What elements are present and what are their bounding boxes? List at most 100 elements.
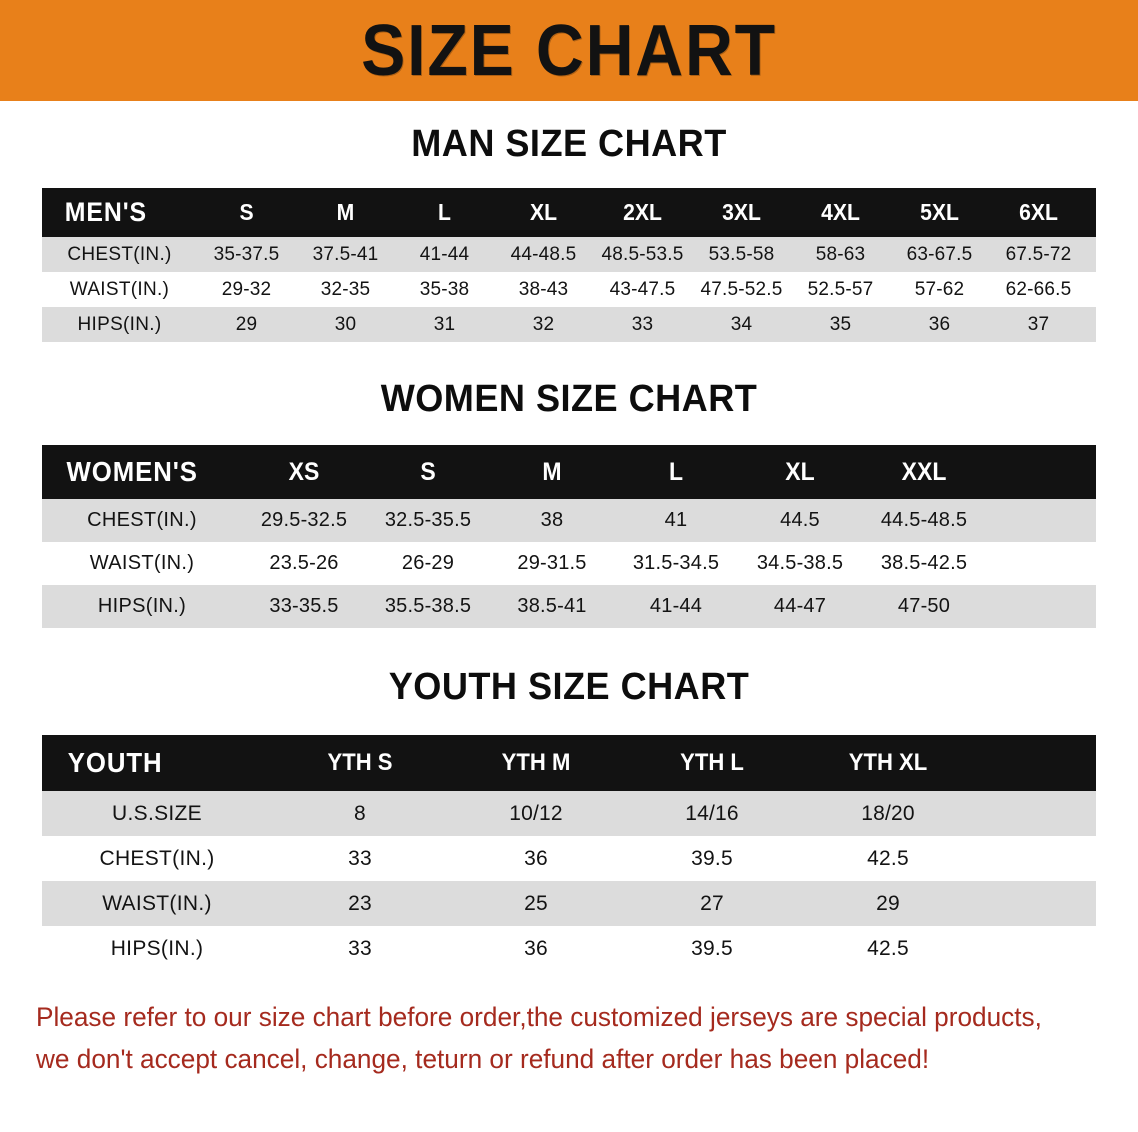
- women-measurement-value: 47-50: [897, 595, 951, 617]
- youth-measurement-label: HIPS(IN.): [110, 936, 204, 960]
- men-measurement-value: 32-35: [320, 278, 371, 300]
- women-size-chart-wrap: WOMEN'S XS S M L XL XXL CHEST(IN.) 29.5-32.5 32.5…: [42, 445, 1096, 628]
- women-measurement-value: 41: [664, 509, 688, 531]
- youth-size-chart-wrap: YOUTH YTH S YTH M YTH L YTH XL U.S.SIZE 8 10/12…: [42, 735, 1096, 971]
- youth-measurement-value: 14/16: [685, 801, 739, 825]
- men-measurement-value: 47.5-52.5: [700, 278, 783, 300]
- women-measurement-value: 29.5-32.5: [260, 509, 348, 531]
- youth-measurement-label: U.S.SIZE: [112, 801, 202, 825]
- women-measurement-value: 38.5-42.5: [880, 552, 968, 574]
- women-size-column-header: M: [542, 457, 562, 486]
- men-size-column-header: 5XL: [920, 199, 959, 225]
- men-header-spacer: [1088, 188, 1095, 237]
- women-measurement-value: 38: [540, 509, 564, 531]
- men-size-column-header: 4XL: [821, 199, 860, 225]
- women-measurement-value: 26-29: [401, 552, 455, 574]
- youth-size-table: YOUTH YTH S YTH M YTH L YTH XL U.S.SIZE 8 10/12…: [42, 735, 1096, 971]
- youth-measurement-value: 39.5: [691, 846, 733, 870]
- men-row-spacer: [1088, 307, 1096, 342]
- table-row: WAIST(IN.) 23.5-26 26-29 29-31.5 31.5-34.5 34…: [42, 542, 1096, 585]
- men-measurement-value: 29-32: [221, 278, 272, 300]
- men-header-lead-label: MEN'S: [64, 197, 148, 227]
- youth-measurement-value: 36: [524, 936, 548, 960]
- men-measurement-value: 35-37.5: [213, 243, 280, 265]
- men-measurement-value: 53.5-58: [708, 243, 775, 265]
- table-row: WAIST(IN.) 29-32 32-35 35-38 38-43 43-47.5 47.…: [42, 272, 1096, 307]
- man-size-chart-wrap: MEN'S S M L XL 2XL 3XL 4XL 5XL 6XL CHEST(IN.) 35-37…: [42, 188, 1096, 342]
- women-measurement-label: WAIST(IN.): [89, 552, 195, 574]
- men-measurement-value: 58-63: [815, 243, 866, 265]
- youth-size-column-header: YTH M: [501, 749, 571, 776]
- youth-size-column-header: YTH XL: [848, 749, 928, 776]
- men-measurement-value: 38-43: [518, 278, 569, 300]
- youth-measurement-value: 42.5: [867, 936, 909, 960]
- women-measurement-value: 44-47: [773, 595, 827, 617]
- women-measurement-value: 44.5-48.5: [880, 509, 968, 531]
- men-measurement-value: 29: [235, 313, 258, 335]
- men-measurement-value: 30: [334, 313, 357, 335]
- page-title: SIZE CHART: [361, 10, 777, 91]
- youth-measurement-value: 36: [524, 846, 548, 870]
- women-size-column-header: XL: [785, 457, 815, 486]
- women-measurement-value: 35.5-38.5: [384, 595, 472, 617]
- men-measurement-value: 33: [631, 313, 654, 335]
- women-header-lead-label: WOMEN'S: [66, 456, 198, 487]
- women-measurement-value: 23.5-26: [269, 552, 339, 574]
- men-row-spacer: [1088, 272, 1096, 307]
- women-table-header-row: WOMEN'S XS S M L XL XXL: [42, 445, 1096, 499]
- men-size-column-header: S: [239, 199, 254, 225]
- return-policy-disclaimer: Please refer to our size chart before or…: [36, 997, 1070, 1081]
- youth-row-spacer: [976, 881, 1096, 926]
- man-size-table: MEN'S S M L XL 2XL 3XL 4XL 5XL 6XL CHEST(IN.) 35-37…: [42, 188, 1096, 342]
- table-row: HIPS(IN.) 33 36 39.5 42.5: [42, 926, 1096, 971]
- women-size-column-header: S: [420, 457, 436, 486]
- youth-size-column-header: YTH S: [327, 749, 393, 776]
- men-size-column-header: L: [438, 199, 451, 225]
- women-measurement-value: 38.5-41: [517, 595, 587, 617]
- youth-measurement-value: 39.5: [691, 936, 733, 960]
- table-row: CHEST(IN.) 35-37.5 37.5-41 41-44 44-48.5 48.5…: [42, 237, 1096, 272]
- men-measurement-label: HIPS(IN.): [77, 313, 162, 335]
- men-measurement-value: 48.5-53.5: [601, 243, 684, 265]
- women-measurement-value: 31.5-34.5: [632, 552, 720, 574]
- size-chart-banner: SIZE CHART: [0, 0, 1138, 101]
- men-size-column-header: 2XL: [623, 199, 662, 225]
- disclaimer-line-1: Please refer to our size chart before or…: [36, 1002, 1042, 1032]
- man-size-chart-title: MAN SIZE CHART: [411, 123, 727, 165]
- table-row: HIPS(IN.) 33-35.5 35.5-38.5 38.5-41 41-44 44-…: [42, 585, 1096, 628]
- table-row: HIPS(IN.) 29 30 31 32 33 34 35 36 37: [42, 307, 1096, 342]
- youth-measurement-value: 33: [348, 936, 372, 960]
- youth-row-spacer: [976, 926, 1096, 971]
- women-row-spacer: [986, 542, 1096, 585]
- women-measurement-label: CHEST(IN.): [87, 509, 197, 531]
- men-measurement-value: 37: [1027, 313, 1050, 335]
- men-measurement-value: 57-62: [914, 278, 965, 300]
- youth-measurement-value: 42.5: [867, 846, 909, 870]
- men-measurement-value: 43-47.5: [609, 278, 676, 300]
- men-size-column-header: 3XL: [722, 199, 761, 225]
- disclaimer-line-2: we don't accept cancel, change, teturn o…: [36, 1043, 930, 1074]
- youth-measurement-value: 29: [876, 891, 900, 915]
- men-measurement-value: 52.5-57: [807, 278, 874, 300]
- women-measurement-value: 29-31.5: [517, 552, 587, 574]
- women-measurement-label: HIPS(IN.): [97, 595, 187, 617]
- women-header-spacer: [990, 445, 1091, 499]
- men-row-spacer: [1088, 237, 1096, 272]
- women-row-spacer: [986, 499, 1096, 542]
- women-size-chart-title: WOMEN SIZE CHART: [380, 378, 758, 420]
- youth-size-chart-title: YOUTH SIZE CHART: [388, 666, 750, 708]
- table-row: CHEST(IN.) 29.5-32.5 32.5-35.5 38 41 44.5 44.5…: [42, 499, 1096, 542]
- youth-measurement-value: 33: [348, 846, 372, 870]
- women-row-spacer: [986, 585, 1096, 628]
- men-measurement-value: 35-38: [419, 278, 470, 300]
- women-measurement-value: 34.5-38.5: [756, 552, 844, 574]
- men-measurement-value: 41-44: [419, 243, 470, 265]
- men-measurement-value: 31: [433, 313, 456, 335]
- youth-header-spacer: [981, 735, 1091, 791]
- youth-measurement-value: 18/20: [861, 801, 915, 825]
- youth-measurement-label: WAIST(IN.): [102, 891, 212, 915]
- youth-measurement-label: CHEST(IN.): [99, 846, 215, 870]
- men-size-column-header: M: [336, 199, 355, 225]
- women-size-column-header: XS: [288, 457, 320, 486]
- men-measurement-value: 36: [928, 313, 951, 335]
